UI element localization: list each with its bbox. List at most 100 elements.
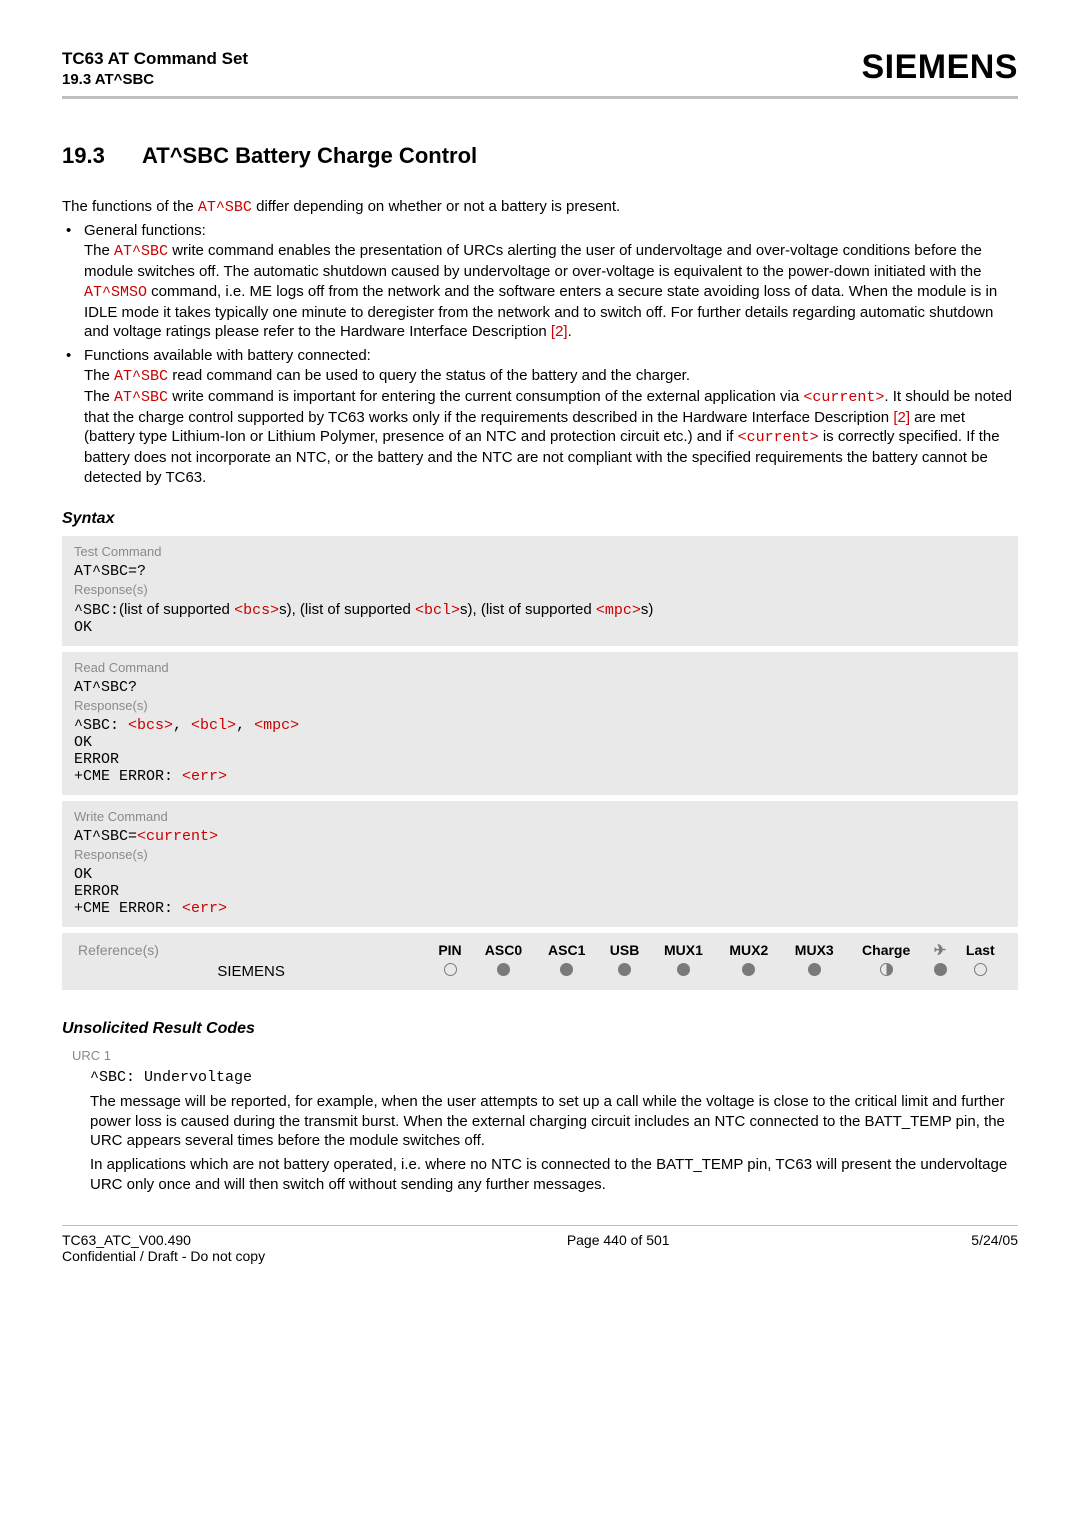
- half-dot-icon: [880, 963, 893, 976]
- col-asc1: ASC1: [535, 939, 598, 961]
- ind-asc1: [535, 961, 598, 982]
- read-command-block: Read Command AT^SBC? Response(s) ^SBC: <…: [62, 652, 1018, 795]
- footer-left: TC63_ATC_V00.490 Confidential / Draft - …: [62, 1232, 265, 1264]
- ind-pin: [428, 961, 472, 982]
- test-resp-pre: ^SBC:: [74, 602, 119, 619]
- read-mpc: <mpc>: [254, 717, 299, 734]
- b2-title: Functions available with battery connect…: [84, 347, 371, 364]
- write-command-block: Write Command AT^SBC=<current> Response(…: [62, 801, 1018, 927]
- b1-cmd2: AT^SMSO: [84, 284, 147, 301]
- ind-usb: [598, 961, 650, 982]
- b1-cmd1: AT^SBC: [114, 243, 168, 260]
- read-cme-pre: +CME ERROR:: [74, 768, 182, 785]
- reference-block: Reference(s) PIN ASC0 ASC1 USB MUX1 MUX2…: [62, 933, 1018, 990]
- write-cmd-pre: AT^SBC=: [74, 828, 137, 845]
- ind-mux1: [651, 961, 716, 982]
- write-cme-pre: +CME ERROR:: [74, 900, 182, 917]
- full-dot-icon: [808, 963, 821, 976]
- col-pin: PIN: [428, 939, 472, 961]
- section-title-text: AT^SBC Battery Charge Control: [142, 143, 477, 168]
- write-error: ERROR: [74, 883, 1006, 900]
- b2-l1-pre: The: [84, 367, 114, 384]
- ref-label: Reference(s): [74, 939, 428, 961]
- test-resp-t1: (list of supported: [119, 601, 234, 618]
- col-mux2: MUX2: [716, 939, 781, 961]
- write-cmd: AT^SBC=<current>: [74, 828, 1006, 845]
- col-mux3: MUX3: [782, 939, 847, 961]
- bullet-battery: Functions available with battery connect…: [62, 346, 1018, 488]
- test-ok: OK: [74, 619, 1006, 636]
- empty-dot-icon: [974, 963, 987, 976]
- b2-l1-cmd: AT^SBC: [114, 368, 168, 385]
- full-dot-icon: [742, 963, 755, 976]
- write-cme-err: <err>: [182, 900, 227, 917]
- b1-pre: The: [84, 242, 114, 259]
- full-dot-icon: [560, 963, 573, 976]
- intro-cmd: AT^SBC: [198, 199, 252, 216]
- read-bcl: <bcl>: [191, 717, 236, 734]
- b2-l2-ref: [2]: [893, 409, 910, 426]
- indicator-header-row: Reference(s) PIN ASC0 ASC1 USB MUX1 MUX2…: [74, 939, 1006, 961]
- syntax-heading: Syntax: [62, 510, 1018, 528]
- intro-pre: The functions of the: [62, 198, 198, 215]
- test-resp-mpc: <mpc>: [596, 602, 641, 619]
- doc-subtitle: 19.3 AT^SBC: [62, 70, 248, 90]
- header-left: TC63 AT Command Set 19.3 AT^SBC: [62, 48, 248, 90]
- read-label: Read Command: [74, 660, 1006, 675]
- b2-l2-mid1: write command is important for entering …: [168, 388, 803, 405]
- ind-mux3: [782, 961, 847, 982]
- full-dot-icon: [934, 963, 947, 976]
- page-header: TC63 AT Command Set 19.3 AT^SBC SIEMENS: [62, 48, 1018, 90]
- col-asc0: ASC0: [472, 939, 535, 961]
- b2-l1-post: read command can be used to query the st…: [168, 367, 690, 384]
- write-label: Write Command: [74, 809, 1006, 824]
- doc-title: TC63 AT Command Set: [62, 48, 248, 70]
- bullet-list: General functions: The AT^SBC write comm…: [62, 221, 1018, 487]
- b2-l2-pre: The: [84, 388, 114, 405]
- footer-l2: Confidential / Draft - Do not copy: [62, 1248, 265, 1264]
- urc-code: ^SBC: Undervoltage: [90, 1069, 1018, 1086]
- read-resp-line: ^SBC: <bcs>, <bcl>, <mpc>: [74, 717, 1006, 734]
- b1-title: General functions:: [84, 222, 206, 239]
- read-resp-label: Response(s): [74, 698, 1006, 713]
- urc-heading: Unsolicited Result Codes: [62, 1020, 1018, 1038]
- indicator-value-row: SIEMENS: [74, 961, 1006, 982]
- col-usb: USB: [598, 939, 650, 961]
- full-dot-icon: [618, 963, 631, 976]
- ref-siemens: SIEMENS: [74, 961, 428, 982]
- bullet-general: General functions: The AT^SBC write comm…: [62, 221, 1018, 342]
- col-plane: ✈: [925, 939, 954, 961]
- test-cmd: AT^SBC=?: [74, 563, 1006, 580]
- read-resp-pre: ^SBC:: [74, 717, 128, 734]
- read-cme-err: <err>: [182, 768, 227, 785]
- header-rule: [62, 96, 1018, 99]
- col-mux1: MUX1: [651, 939, 716, 961]
- test-resp-bcl: <bcl>: [415, 602, 460, 619]
- test-resp-t2: s), (list of supported: [279, 601, 415, 618]
- read-bcs: <bcs>: [128, 717, 173, 734]
- test-resp-t3: s), (list of supported: [460, 601, 596, 618]
- test-resp-line: ^SBC:(list of supported <bcs>s), (list o…: [74, 601, 1006, 619]
- full-dot-icon: [677, 963, 690, 976]
- b1-ref: [2]: [551, 323, 568, 340]
- b2-l2-cur: <current>: [803, 389, 884, 406]
- read-ok: OK: [74, 734, 1006, 751]
- brand-logo: SIEMENS: [861, 48, 1018, 87]
- footer-center: Page 440 of 501: [567, 1232, 670, 1264]
- b2-l2-cmd: AT^SBC: [114, 389, 168, 406]
- section-heading: 19.3AT^SBC Battery Charge Control: [62, 143, 1018, 169]
- b1-mid2: command, i.e. ME logs off from the netwo…: [84, 283, 997, 341]
- ind-plane: [925, 961, 954, 982]
- b2-l2-cur2: <current>: [738, 429, 819, 446]
- ind-charge: [847, 961, 925, 982]
- b1-mid1: write command enables the presentation o…: [84, 242, 982, 280]
- test-command-block: Test Command AT^SBC=? Response(s) ^SBC:(…: [62, 536, 1018, 646]
- read-cmd: AT^SBC?: [74, 679, 1006, 696]
- urc-para1: The message will be reported, for exampl…: [90, 1092, 1018, 1151]
- ind-mux2: [716, 961, 781, 982]
- test-resp-t4: s): [641, 601, 654, 618]
- urc-label: URC 1: [72, 1048, 1018, 1063]
- col-charge: Charge: [847, 939, 925, 961]
- read-cme: +CME ERROR: <err>: [74, 768, 1006, 785]
- ind-last: [955, 961, 1006, 982]
